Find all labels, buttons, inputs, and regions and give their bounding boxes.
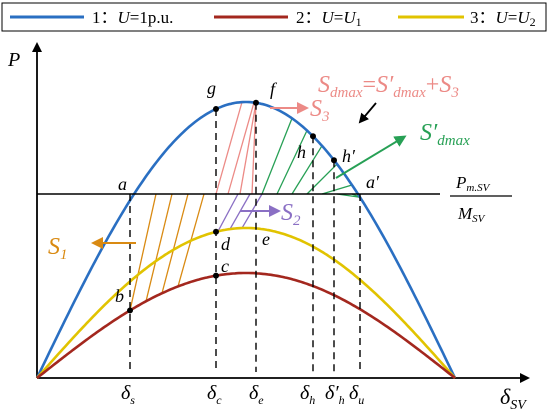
hatch-line-s3: [227, 102, 255, 195]
hatch-line-s2: [217, 193, 239, 232]
tick-delta-s: δs: [121, 382, 135, 407]
legend-item-3: 3：U=U2: [398, 8, 536, 29]
legend-label-2: 2：U=U1: [296, 8, 362, 29]
hatch-line-s1: [145, 193, 173, 302]
point-f-label: f: [270, 79, 278, 99]
curve-3-u2: [36, 226, 456, 379]
hatch-line-sdmax: [291, 145, 323, 195]
key-points: [127, 99, 337, 314]
legend-item-1: 1：U=1p.u.: [10, 8, 173, 27]
hatch-line-s3: [239, 102, 257, 195]
tick-delta-h: δh: [300, 382, 315, 407]
formula: Sdmax=S′dmax+S3: [318, 72, 459, 101]
point-g: [213, 105, 219, 112]
point-d-label: d: [221, 234, 231, 254]
angle-guides: [129, 102, 361, 372]
point-b: [127, 307, 133, 314]
hatch-areas: [129, 101, 361, 311]
curve-2-u1: [36, 271, 456, 380]
legend-item-2: 2：U=U1: [214, 8, 362, 29]
hatch-line-s1: [161, 193, 189, 294]
tick-delta-u: δu: [349, 382, 364, 407]
point-b-label: b: [115, 286, 124, 306]
formula-arrow: [358, 102, 377, 124]
tick-delta-h-prime: δ′h: [325, 382, 345, 407]
hatch-line-sdmax: [306, 163, 338, 195]
sdmax-prime-label: S′dmax: [420, 120, 470, 149]
tick-delta-e: δe: [249, 382, 264, 407]
hatch-line-sdmax: [321, 184, 353, 195]
ratio-numerator: Pm.SV: [455, 173, 491, 194]
s3-label: S3: [310, 96, 330, 125]
point-h-prime-label: h′: [342, 146, 356, 166]
y-axis-label: P: [7, 49, 20, 71]
point-a-label: a: [118, 174, 127, 194]
hatch-line-s1: [129, 193, 157, 311]
point-d: [213, 228, 219, 235]
point-h-prime: [331, 157, 337, 164]
sdmax-prime-arrow: [335, 135, 407, 179]
legend-label-3: 3：U=U2: [470, 8, 536, 29]
curve-1-pu: [35, 100, 457, 379]
s1-label: S1: [48, 234, 68, 263]
ratio-denominator: MSV: [457, 204, 486, 225]
point-e-label: e: [262, 229, 270, 249]
x-axis-label: δSV: [500, 384, 527, 413]
point-h: [310, 133, 316, 140]
mechanical-power-ratio: Pm.SV MSV: [450, 173, 512, 225]
hatch-line-sdmax: [276, 130, 308, 195]
point-h-label: h: [297, 142, 306, 162]
x-tick-labels: δs δc δe δh δ′h δu: [121, 382, 364, 407]
point-f: [253, 99, 259, 106]
s2-label: S2: [281, 200, 301, 229]
tick-delta-c: δc: [207, 382, 222, 407]
hatch-line-s3: [215, 101, 243, 195]
point-c-label: c: [221, 256, 229, 276]
legend-label-1: 1：U=1p.u.: [92, 8, 173, 27]
hatch-line-sdmax: [261, 118, 293, 195]
point-g-label: g: [207, 78, 216, 98]
point-c: [213, 272, 219, 279]
point-a-prime-label: a′: [366, 172, 380, 192]
